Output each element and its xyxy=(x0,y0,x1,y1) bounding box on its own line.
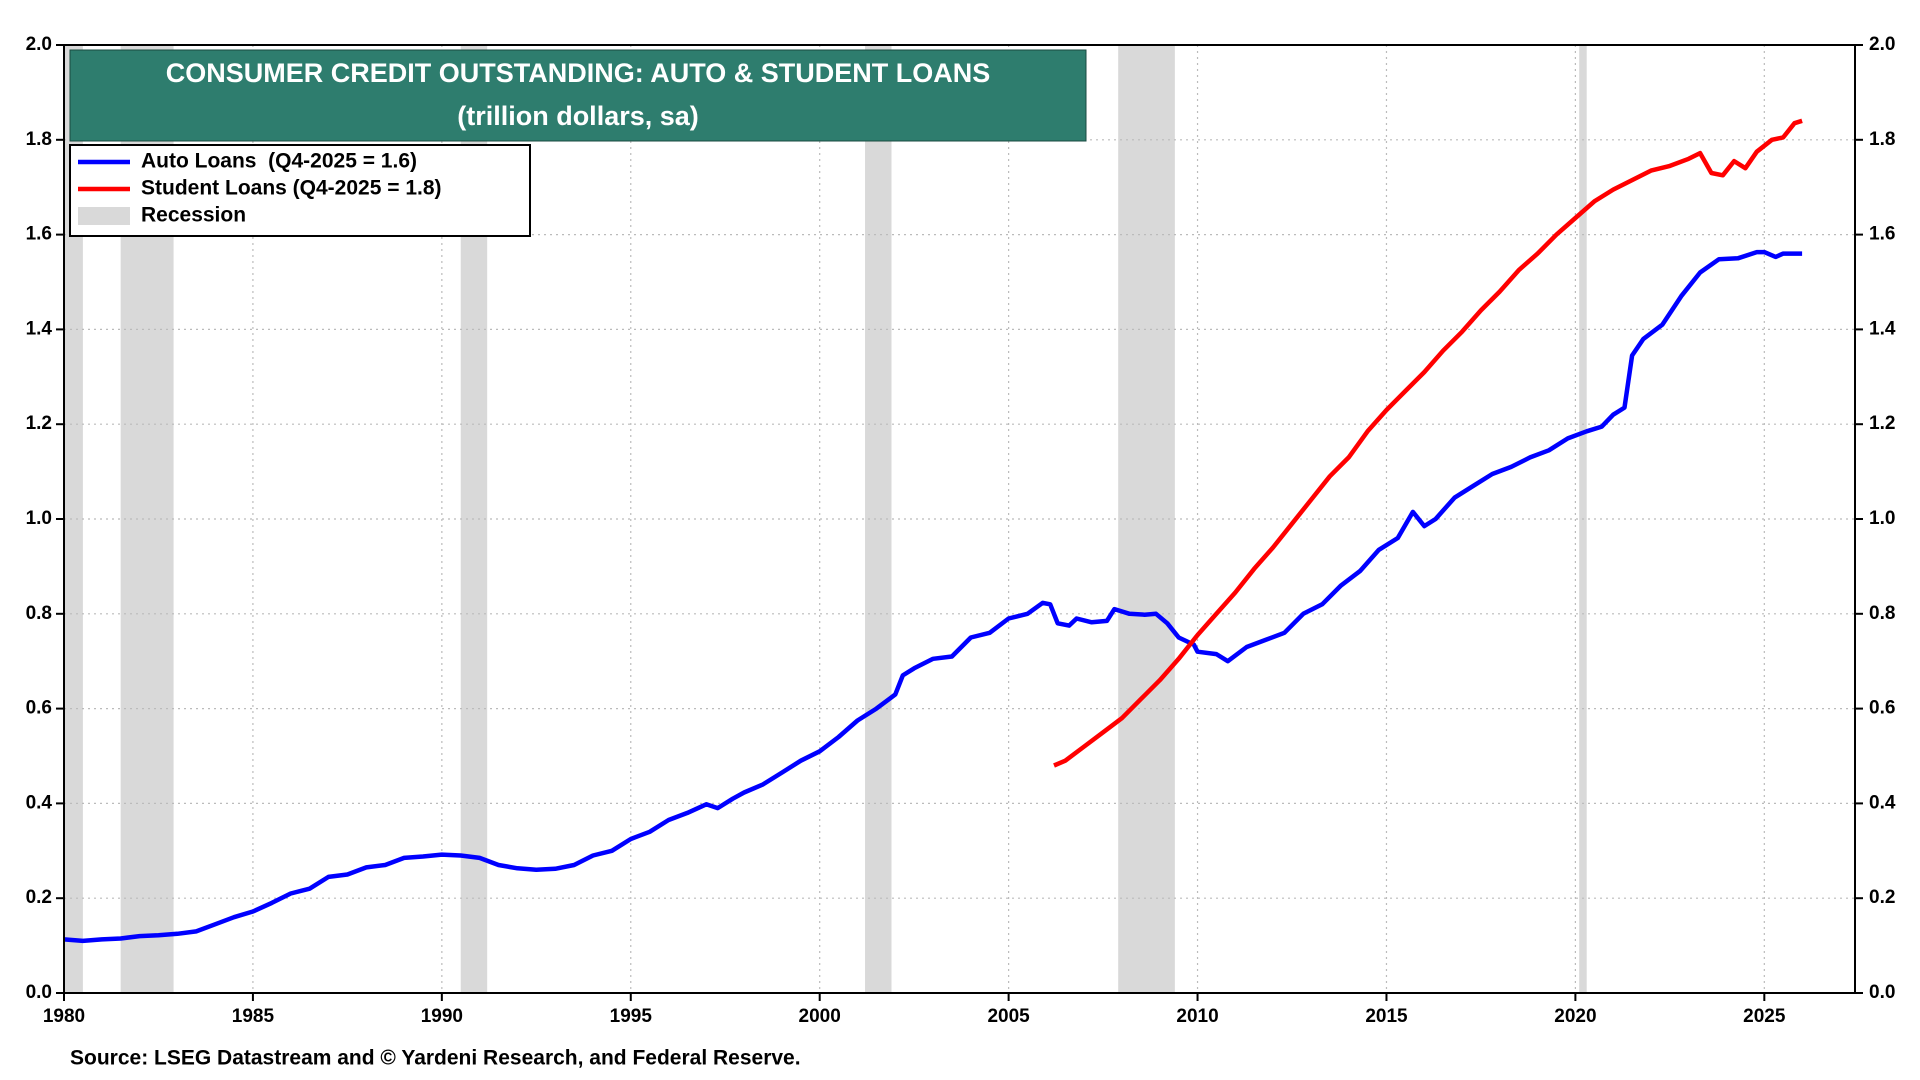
x-tick-label: 1995 xyxy=(610,1006,653,1027)
title-box xyxy=(69,49,1087,142)
y-tick-label: 0.8 xyxy=(26,603,52,624)
legend-label: Auto Loans (Q4-2025 = 1.6) xyxy=(141,150,417,173)
y-tick-label: 1.8 xyxy=(26,129,52,150)
y-tick-label: 2.0 xyxy=(26,34,52,55)
legend-box xyxy=(69,144,531,237)
y2-tick-label: 2.0 xyxy=(1869,34,1895,55)
x-tick-label: 2005 xyxy=(987,1006,1030,1027)
plot-lines xyxy=(63,118,1803,944)
y2-tick-label: 1.4 xyxy=(1869,318,1896,339)
y2-tick-label: 1.8 xyxy=(1869,129,1895,150)
y2-tick-label: 1.2 xyxy=(1869,413,1895,434)
chart-title: CONSUMER CREDIT OUTSTANDING: AUTO & STUD… xyxy=(166,58,991,88)
series-line xyxy=(1053,118,1803,768)
series-line xyxy=(63,249,1803,944)
x-tick-label: 2025 xyxy=(1743,1006,1786,1027)
y-tick-label: 1.6 xyxy=(26,224,52,245)
y2-tick-label: 0.6 xyxy=(1869,698,1895,719)
y2-tick-label: 0.2 xyxy=(1869,887,1895,908)
recession-band xyxy=(64,45,83,993)
y2-tick-label: 0.4 xyxy=(1869,792,1896,813)
chart-subtitle: (trillion dollars, sa) xyxy=(457,101,699,131)
y2-tick-label: 1.6 xyxy=(1869,224,1895,245)
x-tick-label: 2020 xyxy=(1554,1006,1596,1027)
y2-tick-label: 1.0 xyxy=(1869,508,1895,529)
y-tick-label: 0.6 xyxy=(26,698,52,719)
x-tick-label: 2015 xyxy=(1365,1006,1408,1027)
y-tick-label: 1.0 xyxy=(26,508,52,529)
y-tick-label: 1.4 xyxy=(26,318,53,339)
x-tick-label: 1990 xyxy=(421,1006,463,1027)
x-tick-label: 1980 xyxy=(43,1006,85,1027)
legend-swatch xyxy=(78,207,130,225)
y2-tick-label: 0.8 xyxy=(1869,603,1895,624)
y-tick-label: 1.2 xyxy=(26,413,52,434)
legend-label: Recession xyxy=(141,204,246,227)
y-tick-label: 0.4 xyxy=(26,792,53,813)
y2-tick-label: 0.0 xyxy=(1869,982,1895,1003)
x-tick-label: 2010 xyxy=(1176,1006,1218,1027)
x-tick-label: 1985 xyxy=(232,1006,275,1027)
y-tick-label: 0.2 xyxy=(26,887,52,908)
y-tick-label: 0.0 xyxy=(26,982,52,1003)
x-tick-label: 2000 xyxy=(799,1006,841,1027)
legend-label: Student Loans (Q4-2025 = 1.8) xyxy=(141,177,442,200)
source-note: Source: LSEG Datastream and © Yardeni Re… xyxy=(70,1047,801,1070)
